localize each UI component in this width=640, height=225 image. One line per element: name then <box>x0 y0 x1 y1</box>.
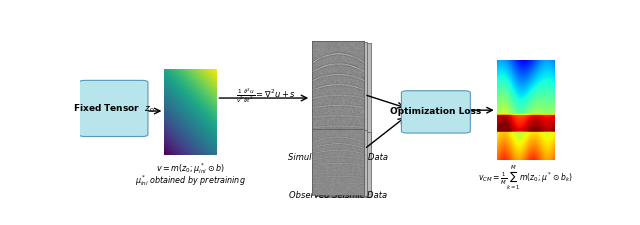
Text: $\frac{1}{v^2}\frac{\partial^2 u}{\partial t^2} = \nabla^2 u + s$: $\frac{1}{v^2}\frac{\partial^2 u}{\parti… <box>236 87 296 106</box>
Text: $v = m(z_0; \mu^*_{ini} \odot b)$: $v = m(z_0; \mu^*_{ini} \odot b)$ <box>156 161 225 176</box>
FancyBboxPatch shape <box>319 132 371 198</box>
FancyBboxPatch shape <box>401 91 470 133</box>
FancyBboxPatch shape <box>316 130 367 196</box>
Text: $v_{CM} = \frac{1}{M}\sum_{k=1}^{M} m(z_0; \mu^* \odot b_k)$: $v_{CM} = \frac{1}{M}\sum_{k=1}^{M} m(z_… <box>477 163 573 192</box>
Text: Simulated Seismic Data: Simulated Seismic Data <box>288 153 388 162</box>
Text: $\mu^*_{ini}$ obtained by pretraining: $\mu^*_{ini}$ obtained by pretraining <box>134 173 246 188</box>
FancyBboxPatch shape <box>319 43 371 147</box>
Text: Observed Seismic Data: Observed Seismic Data <box>289 191 387 200</box>
FancyBboxPatch shape <box>79 80 148 137</box>
Text: Optimization Loss: Optimization Loss <box>390 107 481 116</box>
Text: Fixed Tensor  $z_0$: Fixed Tensor $z_0$ <box>72 102 154 115</box>
FancyBboxPatch shape <box>316 42 367 146</box>
